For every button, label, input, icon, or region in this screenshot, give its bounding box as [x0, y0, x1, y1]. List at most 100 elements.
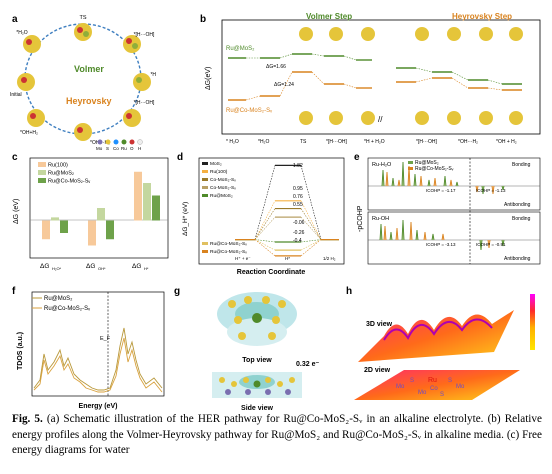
d-val-2: 0.76 [293, 194, 303, 200]
e-bottom-title: Ru-OH [372, 216, 389, 222]
panel-f-tdos: TDOS (a.u.) Energy (eV) Ru@MoS₂ Ru@Co-Mo… [17, 291, 165, 410]
cluster-oh-h2-final [27, 109, 45, 127]
c-bar [134, 171, 142, 221]
d-ylabel: ΔG_H* (eV) [182, 202, 189, 236]
d-legend-4: Ru@MoS₂ [210, 193, 233, 199]
d-xlabel: Reaction Coordinate [237, 269, 306, 276]
cluster-h2o [23, 35, 41, 53]
f-ef: E_F [100, 336, 111, 342]
legend-h: H [138, 146, 141, 150]
e-icohp-top-1: ICOHP = -1.13 [476, 188, 506, 193]
c-bar [51, 217, 59, 221]
svg-text://: // [378, 115, 383, 124]
panel-b: b Volmer Step Heyrovsky Step ΔG(eV) [196, 10, 546, 150]
series-ru-mos2 [228, 53, 522, 85]
d-connector [300, 165, 322, 240]
panel-e: e -pCOHP Ru-H₂O Ru-OH Ru@MoS₂ Ru@Co-MoS₂… [352, 150, 544, 280]
c-ylabel: ΔG (eV) [13, 199, 20, 224]
f-ylabel: TDOS (a.u.) [17, 332, 24, 370]
c-cat-0-sub: H₂O* [52, 266, 62, 271]
legend-co: Co [113, 146, 119, 150]
d-connector [300, 216, 322, 240]
b-xtick-6: *OH···H₂ [458, 139, 478, 145]
panel-f: f TDOS (a.u.) Energy (eV) Ru@MoS₂ Ru@Co-… [8, 284, 168, 412]
d-tick-0: H⁺ + e⁻ [235, 256, 251, 261]
f-legend-1: Ru@Co-MoS₂-Sᵥ [44, 306, 90, 312]
h-2d-plane [354, 370, 520, 400]
g-side-view: Side view [241, 405, 273, 412]
state-oh-h2-final: *OH+H₂ [20, 130, 38, 136]
e-ylabel: -pCOHP [357, 205, 364, 232]
panel-label-g: g [174, 286, 181, 297]
d-val-0: 1.82 [293, 163, 303, 169]
e-top-title: Ru-H₂O [372, 162, 392, 168]
d-connector [300, 208, 322, 240]
panel-label-b: b [200, 14, 207, 25]
c-bar [152, 195, 160, 221]
b-xtick-1: *H₂O [258, 139, 269, 145]
c-legend-1: Ru@MoS₂ [48, 171, 74, 177]
e-icohp-bottom-1: ICOHP = -0.91 [476, 242, 506, 247]
panel-label-c: c [12, 152, 18, 163]
c-bar [143, 183, 151, 221]
panel-a: a TS *[H···OH] *H *[H···OH] *OH···H₂ *H₂… [8, 10, 158, 150]
d-legend-5: Ru@Co-MoS₂-Sᵥ [210, 241, 247, 247]
f-curve-ru-co [33, 337, 163, 393]
c-bars [42, 171, 160, 246]
panel-c-chart: ΔG (eV) Ru(100) Ru@MoS₂ Ru@Co-MoS₂-Sᵥ ΔG… [13, 157, 169, 271]
e-bonding-bottom: Bonding [512, 216, 531, 222]
panel-a-diagram: TS *[H···OH] *H *[H···OH] *OH···H₂ *H₂O … [10, 15, 156, 150]
h-3d-view: 3D view [366, 321, 393, 328]
b-xtick-4: *H + H₂O [364, 139, 385, 145]
e-antibonding-top: Antibonding [504, 202, 531, 208]
g-top-view: Top view [242, 357, 272, 364]
panel-d-chart: ΔG_H* (eV) MoS₂ Ru(100) Co-MoS₂-Sᵥ Co-Mo… [182, 157, 345, 276]
d-val-5: -0.26 [293, 230, 305, 236]
panel-c: c ΔG (eV) Ru(100) Ru@MoS₂ Ru@Co-MoS₂-Sᵥ … [8, 150, 173, 280]
panel-label-d: d [177, 152, 184, 163]
c-bar [88, 220, 96, 246]
panel-g-charge: Top view 0.32 e⁻ Side view [212, 292, 319, 412]
d-connector [254, 208, 276, 240]
b-label-ru-co: Ru@Co-MoS₂-Sᵥ [226, 108, 272, 114]
d-legend-6: Ru@Co-MoS₂-Sᵥ [210, 249, 247, 255]
e-bonding-top: Bonding [512, 162, 531, 168]
e-icohp-top-0: ICOHP = -1.17 [426, 188, 456, 193]
e-icohp-bottom-0: ICOHP = -3.13 [426, 242, 456, 247]
h-atom-4: S [448, 378, 452, 384]
legend-mo: Mo [96, 146, 103, 150]
d-val-4: -0.06 [293, 220, 305, 226]
state-h-oh-2: *[H···OH] [134, 100, 155, 106]
d-connector [300, 239, 322, 257]
c-bar [97, 208, 105, 221]
state-h-oh-1: *[H···OH] [134, 32, 155, 38]
state-initial: Initial [10, 92, 22, 98]
h-atom-1: S [410, 378, 414, 384]
b-xtick-3: *[H···OH] [326, 139, 347, 145]
b-title-volmer: Volmer Step [306, 12, 352, 21]
cluster-h-oh-2 [123, 109, 141, 127]
cluster-h [133, 73, 151, 91]
c-cat-1: ΔG [86, 263, 95, 270]
b-xtick-5: *[H···OH] [416, 139, 437, 145]
h-atom-3: Co [430, 386, 438, 392]
b-barrier-1: ΔG=1.66 [266, 64, 286, 70]
d-legend-1: Ru(100) [210, 169, 228, 175]
top-view-structure [217, 292, 297, 346]
d-connector [300, 239, 322, 243]
c-legend-2: Ru@Co-MoS₂-Sᵥ [48, 179, 90, 185]
panel-g: g Top view 0.32 e⁻ Side view [172, 284, 342, 412]
d-tick-2: 1/2 H₂ [323, 256, 336, 261]
e-legend-1: Ru@Co-MoS₂-Sᵥ [415, 166, 454, 172]
e-legend-0: Ru@MoS₂ [415, 160, 439, 166]
d-connector [254, 239, 276, 257]
b-xtick-7: *OH + H₂ [496, 139, 517, 145]
panel-label-e: e [354, 152, 360, 163]
b-xtick-2: TS [300, 139, 307, 145]
panel-h-elf: 3D view 2D view Mo S Ru Co S Mo Mo S [354, 294, 535, 400]
caption-text: (a) Schematic illustration of the HER pa… [12, 413, 542, 456]
d-connector [254, 239, 276, 243]
step-volmer: Volmer [74, 64, 104, 74]
f-xlabel: Energy (eV) [79, 403, 118, 410]
panel-d: d ΔG_H* (eV) MoS₂ Ru(100) Co-MoS₂-Sᵥ Co-… [175, 150, 350, 280]
